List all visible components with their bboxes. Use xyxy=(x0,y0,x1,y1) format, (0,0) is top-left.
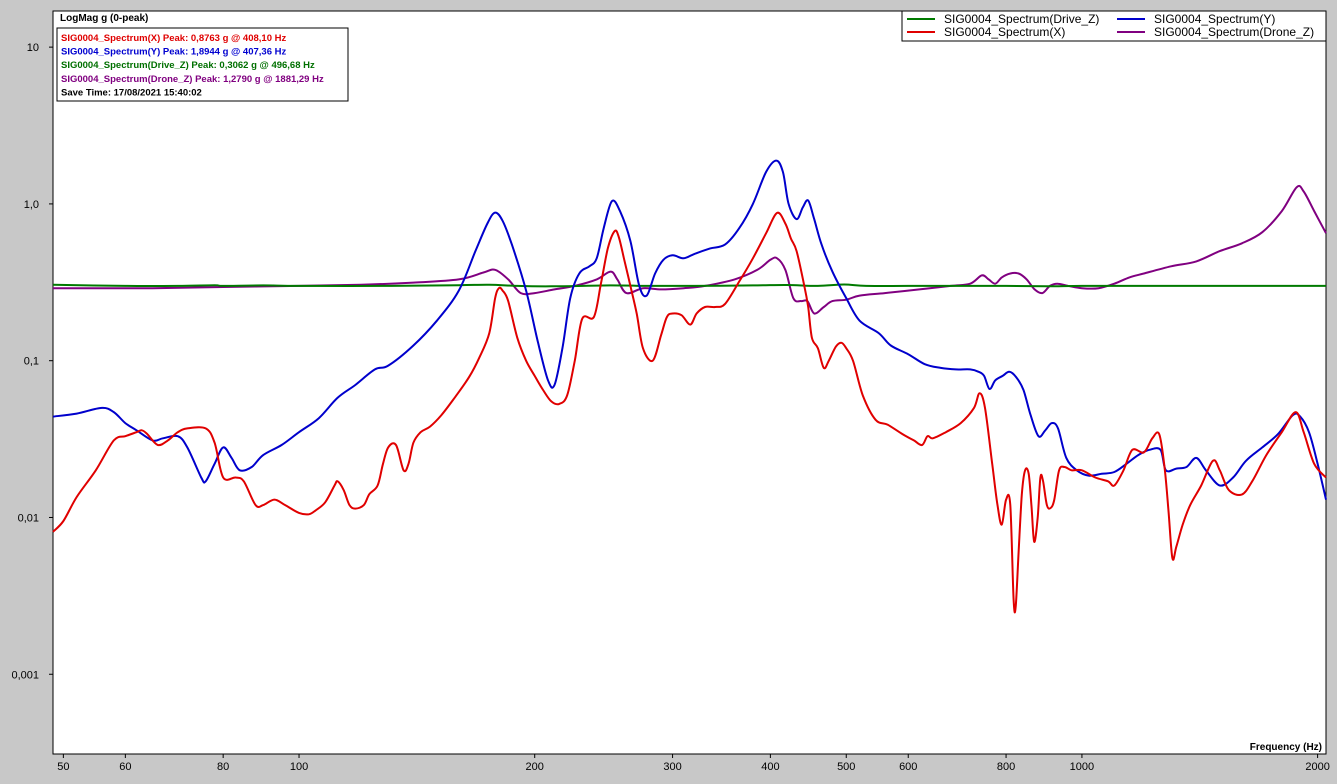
plot-area[interactable] xyxy=(52,10,1327,755)
legend-entry[interactable]: SIG0004_Spectrum(X) xyxy=(944,25,1065,39)
x-tick-label: 60 xyxy=(119,761,131,773)
x-tick-label: 2000 xyxy=(1305,761,1329,773)
ticks-layer: 50 60 80 100 200 300 400 500 600 800 1000 2000 10 1,0… xyxy=(11,42,1329,773)
x-tick-label: 80 xyxy=(217,761,229,773)
y-tick-label: 0,01 xyxy=(18,512,39,524)
legend-entry[interactable]: SIG0004_Spectrum(Y) xyxy=(1154,12,1275,26)
x-tick-label: 1000 xyxy=(1070,761,1094,773)
peak-info-border xyxy=(56,27,349,102)
x-tick-label: 800 xyxy=(997,761,1015,773)
y-tick-label: 0,1 xyxy=(24,356,39,368)
peak-info-line: SIG0004_Spectrum(X) Peak: 0,8763 g @ 408… xyxy=(61,33,286,44)
x-tick-label: 400 xyxy=(761,761,779,773)
x-tick-label: 100 xyxy=(290,761,308,773)
x-tick-label: 300 xyxy=(663,761,681,773)
peak-info-line: SIG0004_Spectrum(Drive_Z) Peak: 0,3062 g… xyxy=(61,60,315,71)
y-tick-label: 1,0 xyxy=(24,199,39,211)
peak-info-line: SIG0004_Spectrum(Drone_Z) Peak: 1,2790 g… xyxy=(61,74,324,85)
series-line-3 xyxy=(53,184,1327,315)
legend[interactable]: SIG0004_Spectrum(Drive_Z) SIG0004_Spectru… xyxy=(901,10,1327,42)
x-tick-label: 50 xyxy=(57,761,69,773)
legend-entry[interactable]: SIG0004_Spectrum(Drive_Z) xyxy=(944,12,1099,26)
legend-entry[interactable]: SIG0004_Spectrum(Drone_Z) xyxy=(1154,25,1314,39)
series-line-0 xyxy=(52,211,1327,614)
x-tick-label: 600 xyxy=(899,761,917,773)
series-layer xyxy=(52,159,1327,614)
peak-info-line: Save Time: 17/08/2021 15:40:02 xyxy=(61,87,202,98)
peak-info-box: SIG0004_Spectrum(X) Peak: 0,8763 g @ 408… xyxy=(56,27,349,102)
y-tick-label: 0,001 xyxy=(11,669,39,681)
y-axis-title: LogMag g (0-peak) xyxy=(60,13,148,24)
series-line-1 xyxy=(52,159,1327,500)
series-line-2 xyxy=(52,283,1326,288)
x-axis-title: Frequency (Hz) xyxy=(1250,742,1322,753)
x-tick-label: 500 xyxy=(837,761,855,773)
legend-border xyxy=(901,10,1327,42)
y-tick-label: 10 xyxy=(27,42,39,54)
x-tick-label: 200 xyxy=(526,761,544,773)
peak-info-line: SIG0004_Spectrum(Y) Peak: 1,8944 g @ 407… xyxy=(61,47,286,58)
